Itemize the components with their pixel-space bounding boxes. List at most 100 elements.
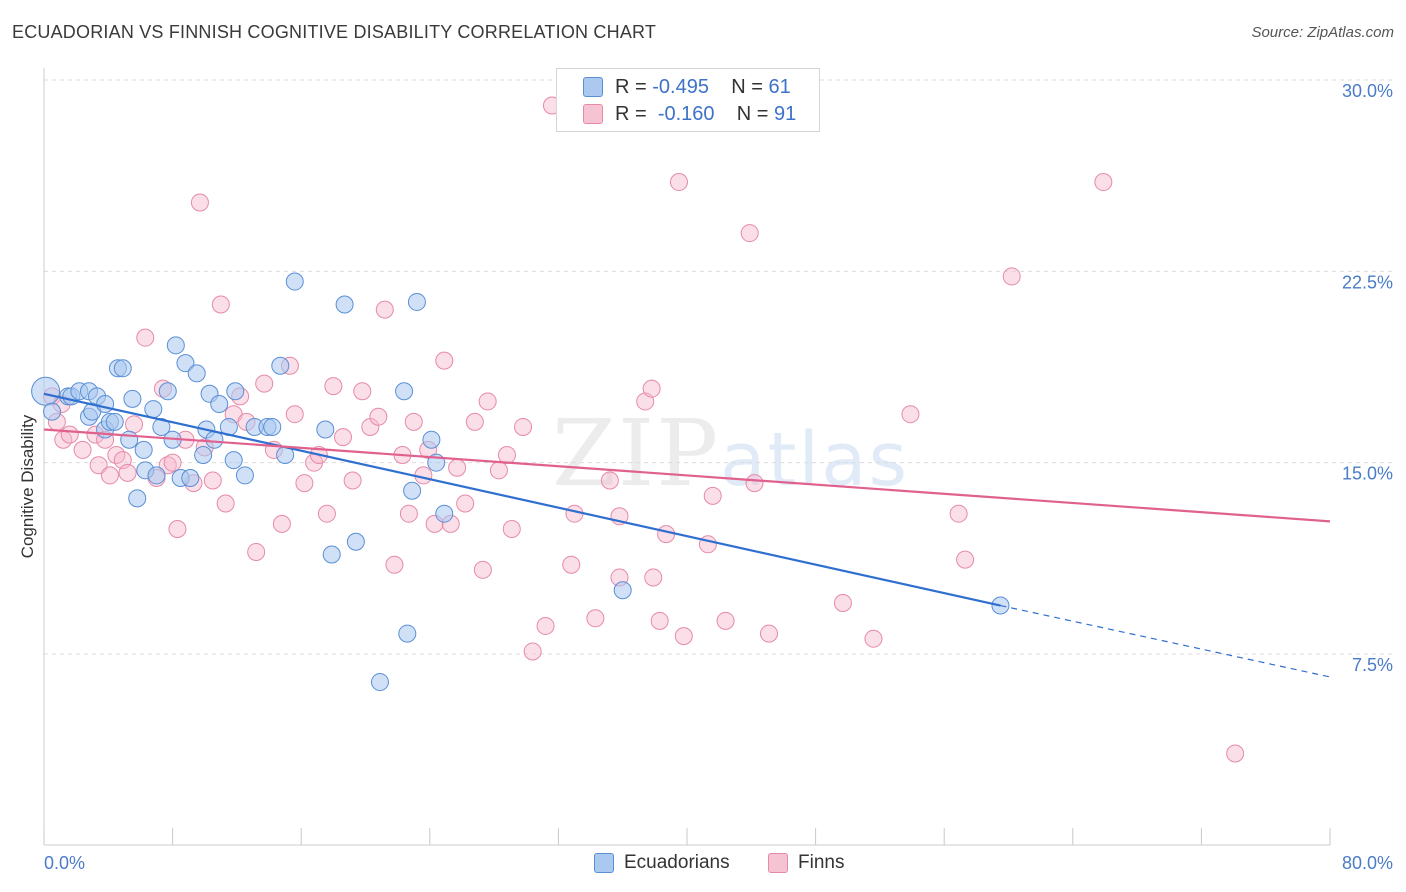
- finn-point: [369, 407, 388, 426]
- finn-point: [295, 474, 314, 493]
- finn-point: [1226, 744, 1245, 763]
- legend-r-label: R =: [615, 75, 647, 98]
- ecuadorian-trend-extension: [1000, 604, 1331, 678]
- ecuadorian-point: [158, 382, 177, 401]
- axes: [43, 68, 1331, 846]
- ecuadorian-point: [395, 382, 414, 401]
- y-tick-label: 7.5%: [1352, 655, 1393, 675]
- legend-item-finns: Finns: [768, 852, 844, 874]
- ecuadorian-point: [226, 382, 245, 401]
- correlation-legend: R = -0.495 N = 61 R = -0.160 N = 91: [556, 68, 820, 132]
- finn-point: [317, 504, 336, 523]
- finn-point: [136, 328, 155, 347]
- ecuadorian-point: [31, 376, 61, 406]
- ecuadorian-trend-line: [43, 392, 1001, 607]
- ecuadorian-point: [403, 481, 422, 500]
- finn-point: [562, 555, 581, 574]
- finn-point: [600, 471, 619, 490]
- series-legend: Ecuadorians Finns: [0, 852, 1406, 878]
- x-tick-label: 80.0%: [1342, 853, 1393, 873]
- ecuadorians-legend-swatch: [594, 853, 614, 873]
- finn-point: [586, 609, 605, 628]
- finn-point: [353, 382, 372, 401]
- ecuadorian-point: [166, 336, 185, 355]
- ecuadorian-point: [316, 420, 335, 439]
- chart-title: ECUADORIAN VS FINNISH COGNITIVE DISABILI…: [12, 22, 657, 42]
- finn-point: [435, 351, 454, 370]
- finn-point: [385, 555, 404, 574]
- finn-point: [333, 428, 352, 447]
- finn-point: [203, 471, 222, 490]
- finn-point: [125, 415, 144, 434]
- finns-swatch: [583, 104, 603, 124]
- finn-point: [343, 471, 362, 490]
- ecuadorian-point: [224, 451, 243, 470]
- ecuadorian-point: [134, 440, 153, 459]
- legend-item-ecuadorians: Ecuadorians: [594, 852, 730, 874]
- ecuadorian-point: [152, 417, 171, 436]
- ecuadorian-point: [235, 466, 254, 485]
- tick-labels: 7.5% 15.0% 22.5% 30.0% 0.0% 80.0% Cognitive Di…: [18, 81, 1393, 873]
- finn-point: [497, 446, 516, 465]
- finn-point: [703, 486, 722, 505]
- finn-point: [285, 405, 304, 424]
- finn-point: [864, 629, 883, 648]
- ecuadorian-point: [263, 417, 282, 436]
- legend-r-label: R =: [615, 102, 647, 125]
- finn-point: [190, 193, 209, 212]
- finn-point: [759, 624, 778, 643]
- finn-point: [375, 300, 394, 319]
- finn-point: [514, 417, 533, 436]
- ecuadorian-point: [43, 402, 62, 421]
- ecuadorian-point: [435, 504, 454, 523]
- finn-point: [399, 504, 418, 523]
- finn-point: [565, 504, 584, 523]
- trend-lines: [43, 392, 1331, 678]
- ecuadorian-point: [370, 673, 389, 692]
- finn-point: [272, 514, 291, 533]
- ecuadorian-point: [113, 359, 132, 378]
- ecuadorian-point: [144, 400, 163, 419]
- finn-point: [740, 224, 759, 243]
- finn-point: [489, 461, 508, 480]
- finn-point: [716, 611, 735, 630]
- finn-point: [833, 593, 852, 612]
- finn-point: [465, 412, 484, 431]
- ecuadorian-point: [398, 624, 417, 643]
- finn-point: [650, 611, 669, 630]
- ecuadorian-point: [123, 389, 142, 408]
- finn-point: [211, 295, 230, 314]
- finn-point: [956, 550, 975, 569]
- finn-point: [536, 616, 555, 635]
- finns-legend-swatch: [768, 853, 788, 873]
- finn-point: [657, 525, 676, 544]
- legend-row-finns: R = -0.160 N = 91: [583, 101, 796, 127]
- ecuadorian-point: [120, 430, 139, 449]
- finn-point: [89, 456, 108, 475]
- ecuadorian-point: [96, 394, 115, 413]
- finn-point: [73, 440, 92, 459]
- y-tick-label: 30.0%: [1342, 81, 1393, 101]
- finn-point: [745, 474, 764, 493]
- ecuadorian-point: [105, 412, 124, 431]
- finn-point: [247, 542, 266, 561]
- finn-point: [158, 456, 177, 475]
- ecuadorian-point: [422, 430, 441, 449]
- finn-point: [473, 560, 492, 579]
- finn-point: [456, 494, 475, 513]
- legend-r-value: -0.160: [657, 102, 715, 125]
- ecuadorian-point: [181, 468, 200, 487]
- y-tick-label: 15.0%: [1342, 464, 1393, 484]
- legend-n-label: N =: [731, 75, 763, 98]
- finn-point: [118, 463, 137, 482]
- ecuadorians-swatch: [583, 77, 603, 97]
- ecuadorian-point: [407, 292, 426, 311]
- finn-point: [478, 392, 497, 411]
- finn-point: [502, 519, 521, 538]
- finn-point: [255, 374, 274, 393]
- finn-point: [901, 405, 920, 424]
- finn-point: [168, 519, 187, 538]
- source-label: Source: ZipAtlas.com: [1251, 24, 1394, 41]
- ecuadorian-point: [346, 532, 365, 551]
